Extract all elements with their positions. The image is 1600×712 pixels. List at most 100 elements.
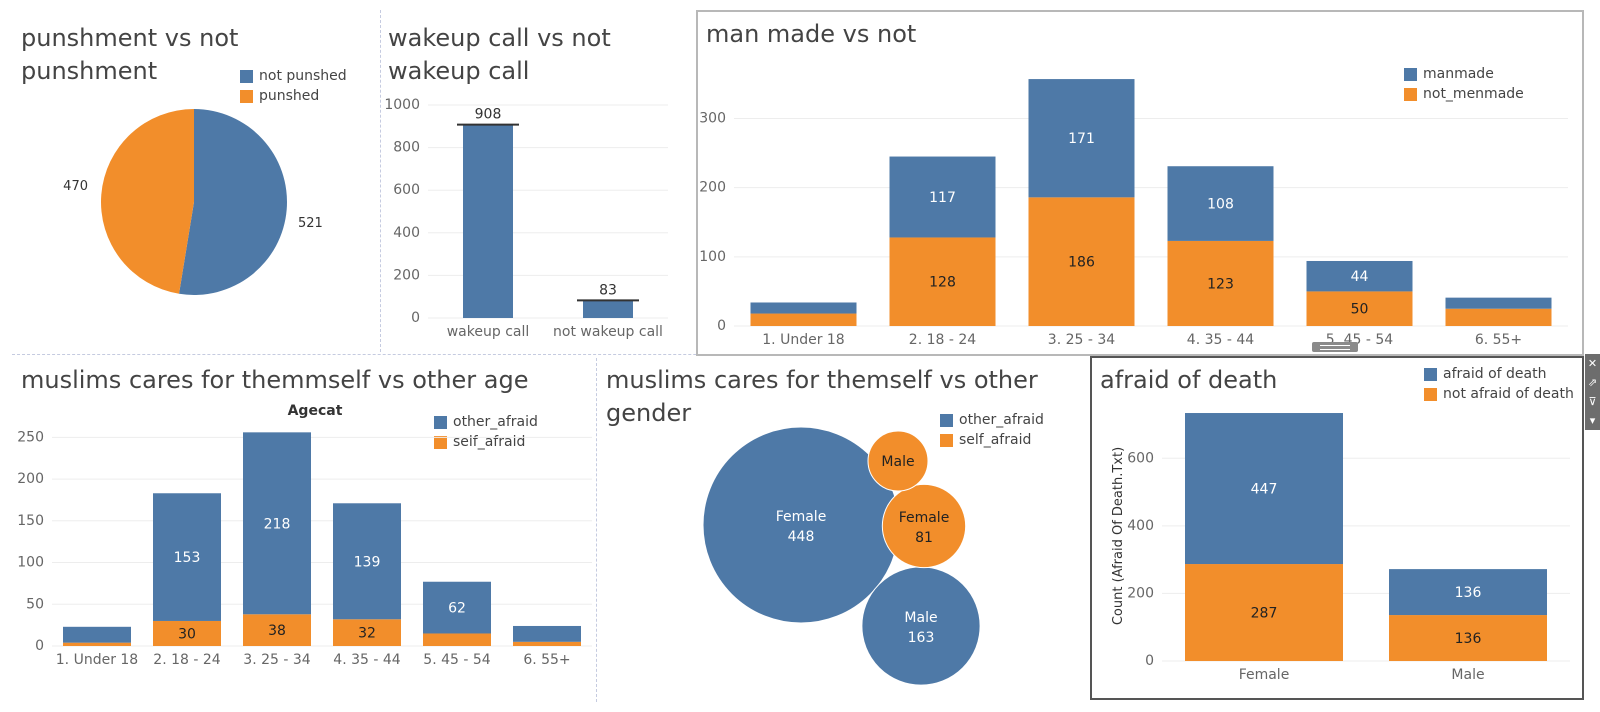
y-tick-label: 400 <box>393 225 420 241</box>
pie-slice-label: 470 <box>63 179 88 194</box>
legend-label: not_menmade <box>1423 86 1524 102</box>
bubble-value: 81 <box>915 530 933 546</box>
data-label: 44 <box>1351 269 1369 285</box>
data-label: 38 <box>268 623 286 639</box>
bar-segment <box>333 503 401 620</box>
bubble-label: Male <box>904 610 937 626</box>
bar-segment <box>1028 79 1135 198</box>
x-category-label: 2. 18 - 24 <box>153 652 220 668</box>
wakeup-title: wakeup call vs not wakeup call <box>388 22 611 88</box>
legend-item-self-afraid[interactable]: self_afraid <box>940 430 1044 450</box>
legend-label: not afraid of death <box>1443 386 1574 402</box>
y-tick-label: 0 <box>35 638 44 654</box>
panel-divider-2 <box>596 358 597 702</box>
data-label: 128 <box>929 275 956 291</box>
data-label: 136 <box>1455 585 1482 601</box>
y-tick-label: 150 <box>17 513 44 529</box>
close-icon[interactable]: ✕ <box>1587 357 1598 370</box>
bar-segment <box>243 432 311 615</box>
data-label: 218 <box>264 516 291 532</box>
more-options-icon[interactable]: ▾ <box>1589 414 1596 427</box>
resize-handle[interactable] <box>1312 342 1358 352</box>
bar-segment <box>1445 297 1552 309</box>
bar-segment <box>1389 569 1547 616</box>
gender-title-line2: gender <box>606 399 692 427</box>
legend-item-manmade[interactable]: manmade <box>1404 64 1524 84</box>
legend-label: other_afraid <box>959 412 1044 428</box>
bubble-label: Female <box>899 510 950 526</box>
data-label: 32 <box>358 626 376 642</box>
bar-segment <box>243 614 311 646</box>
x-category-label: not wakeup call <box>553 324 663 340</box>
data-label: 186 <box>1068 255 1095 271</box>
bar <box>583 300 633 318</box>
y-tick-label: 0 <box>717 318 726 334</box>
bar <box>463 124 513 318</box>
open-external-icon[interactable]: ⇗ <box>1587 376 1598 389</box>
bar-segment <box>1167 240 1274 326</box>
bubble <box>867 430 929 492</box>
chart-subtitle: Agecat <box>288 403 343 419</box>
bubble-label: Male <box>881 454 914 470</box>
filter-icon[interactable]: ⊽ <box>1588 395 1597 408</box>
legend-label: manmade <box>1423 66 1494 82</box>
bar-segment <box>750 313 857 326</box>
bar-segment <box>1185 413 1343 565</box>
legend-item-punshed[interactable]: punshed <box>240 86 347 106</box>
bar-segment <box>423 581 491 634</box>
bar-segment <box>1306 260 1413 292</box>
manmade-chart: 300 200 100 0 1. Under 18 2. 18 - 24 128 117 3. … <box>699 79 1568 348</box>
wakeup-panel: wakeup call vs not wakeup call 1000 800 60… <box>382 12 678 352</box>
y-tick-label: 0 <box>1145 653 1154 669</box>
bubble-value: 448 <box>788 529 815 545</box>
legend-item-afraid[interactable]: afraid of death <box>1424 364 1574 384</box>
legend-item-not-afraid[interactable]: not afraid of death <box>1424 384 1574 404</box>
y-tick-label: 400 <box>1127 518 1154 534</box>
data-label: 136 <box>1455 631 1482 647</box>
data-label: 123 <box>1207 276 1234 292</box>
bar-segment <box>423 633 491 646</box>
panel-divider-1 <box>380 10 381 352</box>
afraid-legend: afraid of death not afraid of death <box>1424 364 1574 404</box>
bar-segment <box>889 156 996 238</box>
legend-item-other-afraid[interactable]: other_afraid <box>434 412 538 432</box>
bar-segment <box>153 493 221 621</box>
y-tick-label: 100 <box>17 555 44 571</box>
y-tick-label: 300 <box>699 111 726 127</box>
bubble-label: Female <box>776 509 827 525</box>
x-category-label: 1. Under 18 <box>762 332 844 348</box>
bar-segment <box>63 642 131 646</box>
bar-segment <box>513 641 581 646</box>
bubble <box>881 483 967 569</box>
legend-item-not-menmade[interactable]: not_menmade <box>1404 84 1524 104</box>
x-category-label: 4. 35 - 44 <box>333 652 400 668</box>
bar-segment <box>1167 166 1274 241</box>
legend-swatch <box>1424 387 1437 401</box>
bar-segment <box>889 237 996 326</box>
x-category-label: 4. 35 - 44 <box>1187 332 1254 348</box>
x-category-label: wakeup call <box>447 324 530 340</box>
bubble <box>861 566 981 686</box>
gender-title-line1: muslims cares for themself vs other <box>606 366 1038 394</box>
legend-item-self-afraid[interactable]: self_afraid <box>434 432 538 452</box>
legend-label: afraid of death <box>1443 366 1547 382</box>
data-label: 83 <box>599 282 617 298</box>
wakeup-title-line1: wakeup call vs not <box>388 24 611 52</box>
afraid-panel[interactable]: afraid of death afraid of death not afra… <box>1090 356 1584 700</box>
bar-segment <box>513 625 581 642</box>
manmade-panel[interactable]: man made vs not manmade not_menmade 300 2… <box>696 10 1584 356</box>
legend-item-not-punshed[interactable]: not punshed <box>240 66 347 86</box>
gender-legend: other_afraid self_afraid <box>940 410 1044 450</box>
pie-title: punshment vs not punshment <box>21 24 239 85</box>
legend-label: punshed <box>259 88 320 104</box>
afraid-chart: 600 400 200 0 Female 287 447 Male 136 136 Count (A… <box>1111 413 1570 683</box>
legend-swatch <box>1404 67 1417 81</box>
legend-item-other-afraid[interactable]: other_afraid <box>940 410 1044 430</box>
legend-swatch <box>434 415 447 429</box>
wakeup-chart: 1000 800 600 400 200 0 wakeup call 908 not wakeu… <box>384 97 668 340</box>
panel-divider-horizontal <box>12 354 1082 355</box>
age-chart: 250 200 150 100 50 0 1. Under 18 2. 18 - 24 30 15… <box>17 403 592 668</box>
data-label: 108 <box>1207 197 1234 213</box>
pie-chart: 521 470 <box>63 109 323 295</box>
age-title: muslims cares for themmself vs other age <box>21 366 529 394</box>
